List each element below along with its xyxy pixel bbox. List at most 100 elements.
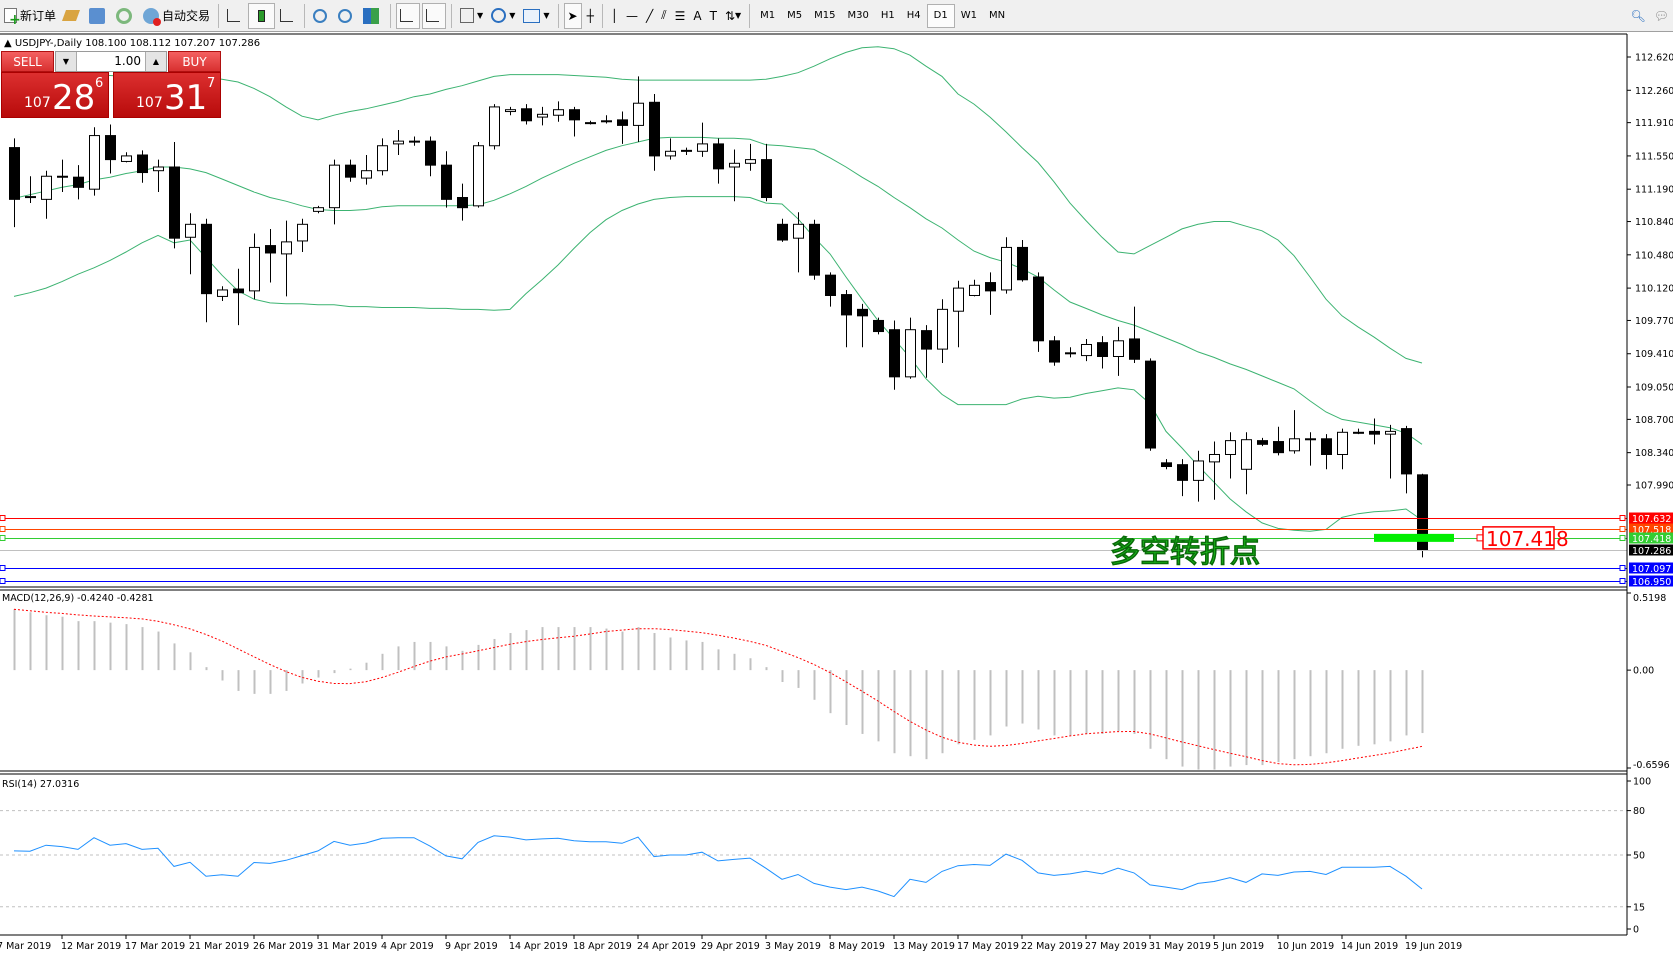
arrows-tool[interactable]: ⇅ ▼ [724,8,742,23]
timeframe-h1[interactable]: H1 [880,10,895,21]
candle [329,159,340,225]
lot-size-stepper[interactable]: ▼ 1.00 ▲ [55,51,167,72]
one-click-trading-panel: SELL ▼ 1.00 ▲ BUY 107 28 6 107 31 7 [1,51,221,118]
candle [825,272,836,307]
zoom-out-button[interactable] [335,3,358,29]
level-handle-icon[interactable] [1619,515,1626,521]
candle-body-bear [1129,338,1140,360]
candle-body-bull [681,149,692,152]
level-handle-icon[interactable] [0,526,6,532]
lot-size-input[interactable]: 1.00 [114,54,141,68]
candle-body-bear [201,223,212,295]
tile-windows-button[interactable] [360,3,385,29]
fibonacci-tool[interactable]: ☰ [672,3,689,29]
horizontal-line-tool[interactable]: — [623,3,641,29]
cursor-icon: ➤ [567,8,578,23]
level-handle-icon[interactable] [1619,578,1626,584]
candle-body-bull [665,150,676,157]
buy-button[interactable]: BUY [168,51,221,72]
candle-body-bull [297,223,308,242]
price-tick-label: 111.910 [1635,118,1673,129]
text-tool[interactable]: A [690,3,704,29]
templates-button[interactable]: ▼ [520,3,552,29]
text-label-tool[interactable]: T [707,3,720,29]
candle [1001,237,1012,294]
level-handle-icon[interactable] [0,578,6,584]
level-handle-icon[interactable] [0,515,6,521]
sell-price-prefix: 107 [24,95,51,111]
lot-increase-icon[interactable]: ▲ [145,52,166,71]
cursor-tool[interactable]: ➤ [563,2,582,29]
candlestick-chart-button[interactable] [248,2,276,29]
collapse-triangle-icon[interactable]: ▲ [4,38,15,49]
timeframe-mn[interactable]: MN [988,10,1006,21]
level-handle-icon[interactable] [1619,535,1626,541]
candle-body-bear [73,176,84,188]
timeframe-m1[interactable]: M1 [760,10,776,21]
candle-body-bull [361,170,372,179]
new-order-button[interactable]: + 新订单 [1,3,59,29]
candle [761,143,772,202]
crosshair-tool[interactable]: ┼ [584,3,597,29]
price-tick-label: 107.990 [1635,480,1673,491]
date-tick-label: 27 May 2019 [1085,941,1147,952]
bollinger-middle-band [13,136,1423,445]
auto-scroll-button[interactable] [396,2,421,29]
market-watch-button[interactable] [61,3,84,29]
candle [729,149,740,202]
candle-body-bear [873,319,884,333]
macd-tick-label: 0.5198 [1633,593,1666,604]
sell-price-button[interactable]: 107 28 6 [1,72,109,118]
timeframe-h4[interactable]: H4 [906,10,921,21]
candle [505,106,516,116]
candle [633,76,644,143]
candle [1177,459,1188,497]
candle [1129,306,1140,363]
date-tick-label: 5 Jun 2019 [1213,941,1264,952]
sell-button[interactable]: SELL [1,51,54,72]
indicators-button[interactable]: ▼ [457,3,486,29]
equidistant-channel-tool[interactable]: ⫽ [658,3,669,29]
candle-body-bull [89,135,100,190]
level-handle-icon[interactable] [0,535,6,541]
lot-decrease-icon[interactable]: ▼ [56,52,77,71]
timeframe-d1[interactable]: D1 [926,3,955,28]
trendline-tool[interactable]: ╱ [643,3,656,29]
vertical-line-icon: │ [610,8,619,23]
candle-body-bear [1033,276,1044,342]
price-tick-label: 112.260 [1635,86,1673,97]
level-handle-icon[interactable] [1619,565,1626,571]
price-level-tag-text: 107.286 [1632,546,1671,557]
candle [953,280,964,348]
timeframe-m15[interactable]: M15 [814,10,836,21]
candle [809,219,820,280]
vertical-line-tool[interactable]: │ [608,3,621,29]
timeframe-m5[interactable]: M5 [787,10,803,21]
horizontal-line-icon: — [626,8,639,23]
chart-shift-button[interactable] [422,2,447,29]
zoom-in-button[interactable] [310,3,333,29]
level-handle-icon[interactable] [1619,526,1626,532]
navigator-button[interactable] [86,3,111,29]
timeframe-w1[interactable]: W1 [960,10,977,21]
buy-price-button[interactable]: 107 31 7 [113,72,221,118]
auto-trading-button[interactable]: 自动交易 [140,3,213,29]
sell-price-fraction: 6 [95,76,104,91]
line-chart-button[interactable] [277,3,299,29]
candle [857,303,868,348]
search-button[interactable]: 🔍︎ [1628,3,1649,29]
candle-body-bear [617,119,628,126]
periods-button[interactable]: ▼ [488,3,518,29]
price-label-box[interactable] [1482,526,1555,550]
date-tick-label: 9 Apr 2019 [445,941,498,952]
timeframe-m30[interactable]: M30 [847,10,869,21]
line-chart-icon [280,9,294,22]
level-handle-icon[interactable] [0,565,6,571]
chat-button[interactable]: 💬︎ [1651,3,1672,29]
date-tick-label: 4 Apr 2019 [381,941,434,952]
signals-button[interactable] [113,3,138,29]
candle [1369,418,1380,445]
candle [1193,450,1204,502]
bar-chart-button[interactable] [224,3,246,29]
